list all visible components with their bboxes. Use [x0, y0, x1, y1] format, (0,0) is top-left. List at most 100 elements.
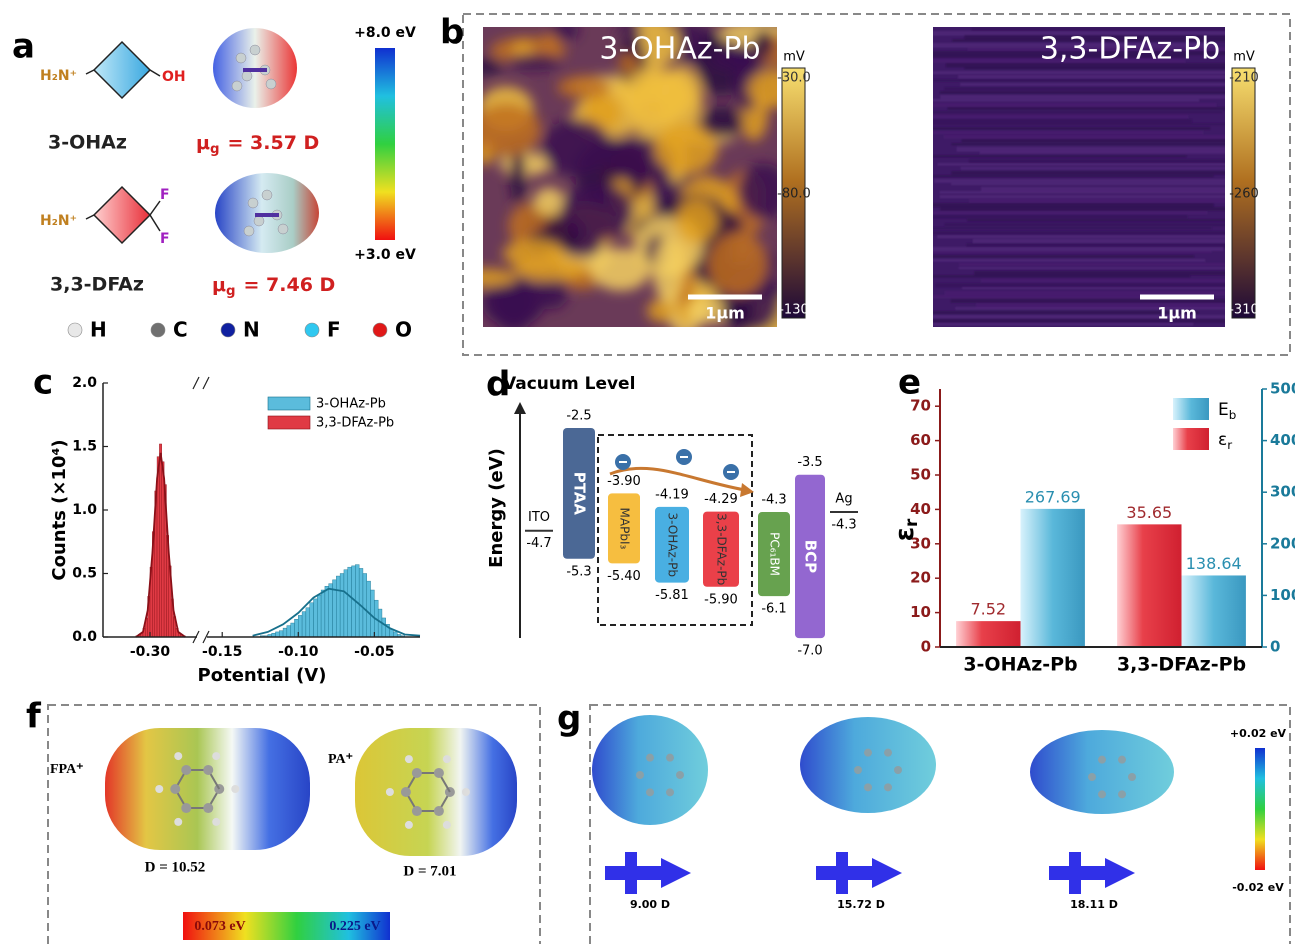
scale-label: -130	[779, 303, 809, 318]
level-label: -4.3	[761, 493, 786, 508]
y-tick-label: 0	[921, 638, 931, 656]
x-tick-label: -0.10	[278, 644, 319, 660]
map-streak	[937, 235, 1237, 238]
map-streak	[912, 227, 1212, 229]
legend-swatch	[1173, 428, 1209, 450]
atom-swatch	[373, 323, 387, 337]
dipole-moment-value: = 7.46 D	[244, 274, 336, 296]
scale-label: +3.0 eV	[354, 247, 416, 263]
esp-surface	[105, 728, 310, 850]
esp-surface	[800, 717, 936, 813]
legend-swatch	[1173, 398, 1209, 420]
map-streak	[951, 171, 1251, 175]
level-label: -7.0	[797, 644, 822, 659]
histogram-bar	[371, 590, 375, 637]
map-streak	[933, 79, 1233, 82]
atom-label: F	[327, 318, 341, 342]
dipole-moment: D = 10.52	[145, 859, 206, 875]
map-streak	[910, 127, 1210, 130]
map-blob	[503, 239, 564, 268]
map-streak	[961, 167, 1261, 170]
scale-bar-label: 1μm	[1157, 304, 1197, 323]
dipole-arrow-cross	[1069, 852, 1081, 894]
atom	[181, 765, 191, 775]
dipole-label: 9.00 D	[630, 898, 670, 911]
amine-label: H₂N⁺	[40, 213, 77, 229]
atom	[864, 783, 872, 791]
map-streak	[959, 263, 1259, 266]
x-axis-label: Potential (V)	[198, 665, 327, 686]
atom	[1098, 756, 1106, 764]
diagram-title: Vacuum Level	[503, 374, 635, 394]
histogram-bar	[306, 608, 310, 637]
map-streak	[969, 159, 1269, 164]
dipole-arrow-cross	[625, 852, 637, 894]
map-streak	[938, 163, 1238, 166]
map-streak	[962, 287, 1262, 289]
histogram-bar	[302, 612, 306, 637]
y-tick-label: 20	[910, 569, 931, 587]
legend-sub: b	[1229, 408, 1237, 422]
legend-sub: r	[1227, 438, 1232, 452]
scale-label: -210	[1229, 71, 1259, 86]
map-streak	[905, 259, 1205, 262]
y-tick-label: 10	[910, 603, 931, 621]
molecule-name: FPA⁺	[50, 762, 84, 777]
bar	[956, 621, 1020, 647]
atom	[401, 787, 411, 797]
legend-swatch	[268, 397, 310, 410]
x-tick-label: 3-OHAz-Pb	[963, 654, 1077, 676]
y-tick-label: 1.0	[72, 502, 97, 518]
group-label: F	[160, 187, 170, 203]
value-label: 267.69	[1025, 487, 1081, 506]
atom	[854, 766, 862, 774]
atom	[232, 81, 242, 91]
y-tick-label: 0.5	[72, 566, 97, 582]
scale-unit: mV	[783, 50, 805, 65]
atom	[203, 765, 213, 775]
scale-label: 0.073 eV	[194, 919, 245, 934]
atom	[443, 821, 451, 829]
dipole-moment-sub: g	[210, 142, 220, 157]
value-label: 138.64	[1186, 554, 1242, 573]
map-streak	[923, 247, 1223, 251]
y-axis-label: Energy (eV)	[486, 448, 507, 568]
atom	[250, 45, 260, 55]
map-title: 3-OHAz-Pb	[599, 32, 760, 67]
dipole-arrow-cross	[836, 852, 848, 894]
atom	[248, 198, 258, 208]
map-streak	[940, 191, 1240, 194]
layer-name: MAPbI₃	[618, 508, 632, 550]
histogram-bar	[340, 574, 344, 638]
legend-symbol: ε	[1218, 430, 1227, 450]
atom	[155, 785, 163, 793]
panel-label: b	[440, 13, 464, 53]
histogram-bar	[367, 581, 371, 637]
map-blob	[557, 76, 611, 99]
map-streak	[958, 75, 1258, 79]
map-blob	[708, 233, 768, 296]
molecule-name: 3-OHAz	[48, 132, 127, 154]
esp-surface	[1030, 730, 1174, 814]
y-axis-label-sub: r	[901, 518, 921, 527]
level-label: -5.3	[566, 564, 591, 579]
histogram-bar	[382, 618, 386, 637]
map-streak	[967, 219, 1267, 221]
histogram-bar	[287, 626, 291, 637]
atom	[894, 766, 902, 774]
panel-label: g	[557, 699, 581, 739]
histogram-bar	[344, 570, 348, 637]
level-label: -5.40	[607, 569, 641, 584]
atom-label: C	[173, 318, 188, 342]
atom	[646, 788, 654, 796]
y-tick-label: 40	[910, 500, 931, 518]
atom	[203, 803, 213, 813]
map-streak	[955, 307, 1255, 309]
histogram-bar	[333, 580, 337, 637]
molecule-name: 3,3-DFAz	[50, 274, 144, 296]
atom-label: O	[395, 318, 412, 342]
atom	[174, 752, 182, 760]
histogram-bar	[314, 599, 318, 637]
map-streak	[899, 311, 1199, 314]
layer-name: PTAA	[571, 472, 589, 516]
